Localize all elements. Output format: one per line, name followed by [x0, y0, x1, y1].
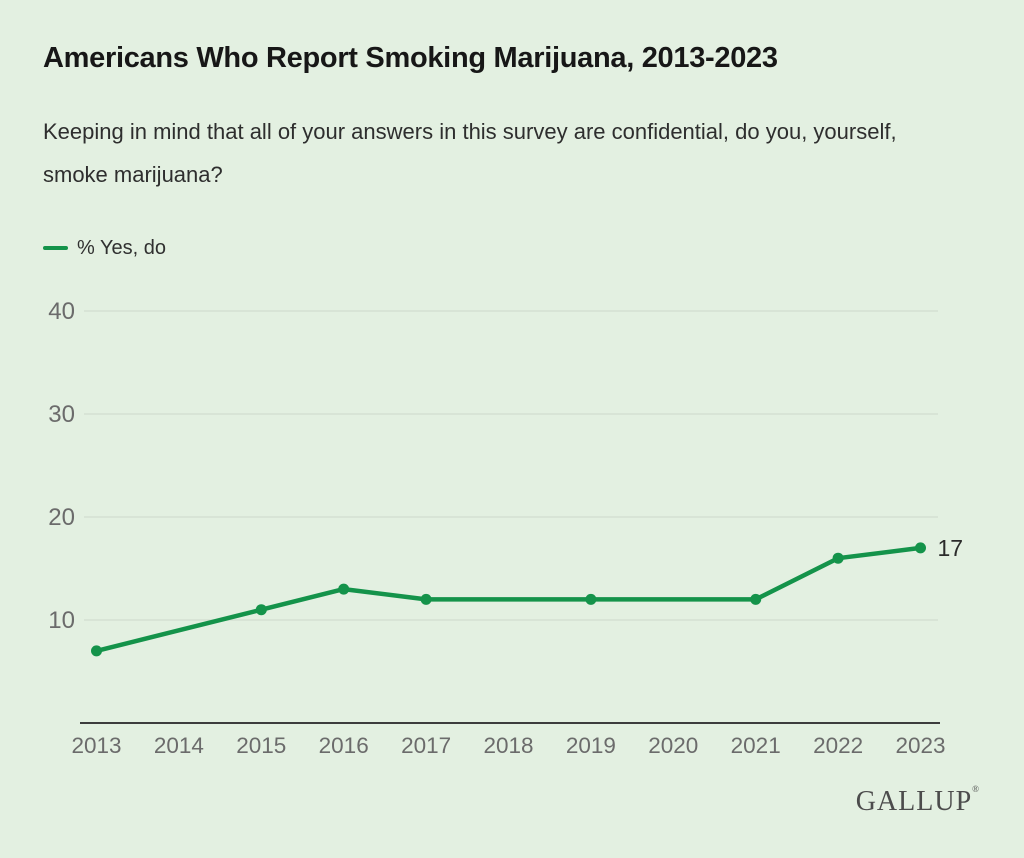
y-tick-label: 40 [48, 298, 75, 325]
gallup-logo: GALLUP® [856, 784, 979, 818]
x-tick-label: 2016 [319, 733, 369, 758]
data-point [338, 583, 350, 595]
legend-line-swatch-icon [43, 246, 68, 250]
y-tick-label: 30 [48, 401, 75, 428]
legend: % Yes, do [43, 236, 166, 260]
trend-line [94, 545, 923, 654]
data-point [832, 552, 844, 564]
data-point [91, 645, 102, 657]
x-tick-label: 2020 [648, 733, 698, 758]
x-tick-label: 2015 [236, 733, 286, 758]
registered-mark-icon: ® [972, 784, 979, 794]
data-point [750, 593, 762, 605]
x-tick-label: 2023 [895, 733, 945, 758]
x-tick-label: 2014 [154, 733, 204, 758]
y-tick-label: 10 [48, 607, 75, 634]
x-tick-label: 2022 [813, 733, 863, 758]
x-tick-label: 2013 [71, 733, 121, 758]
x-tick-label: 2021 [731, 733, 781, 758]
end-value-label: 17 [938, 535, 964, 561]
x-tick-label: 2017 [401, 733, 451, 758]
y-tick-label: 20 [48, 504, 75, 531]
x-tick-label: 2018 [483, 733, 533, 758]
data-point [915, 542, 926, 554]
data-point [585, 593, 597, 605]
chart-subtitle: Keeping in mind that all of your answers… [43, 119, 897, 187]
x-tick-label: 2019 [566, 733, 616, 758]
data-point [255, 604, 267, 616]
legend-series-label: % Yes, do [77, 236, 166, 259]
gallup-logo-text: GALLUP [855, 786, 973, 817]
chart-title: Americans Who Report Smoking Marijuana, … [43, 42, 778, 74]
data-point [420, 593, 432, 605]
